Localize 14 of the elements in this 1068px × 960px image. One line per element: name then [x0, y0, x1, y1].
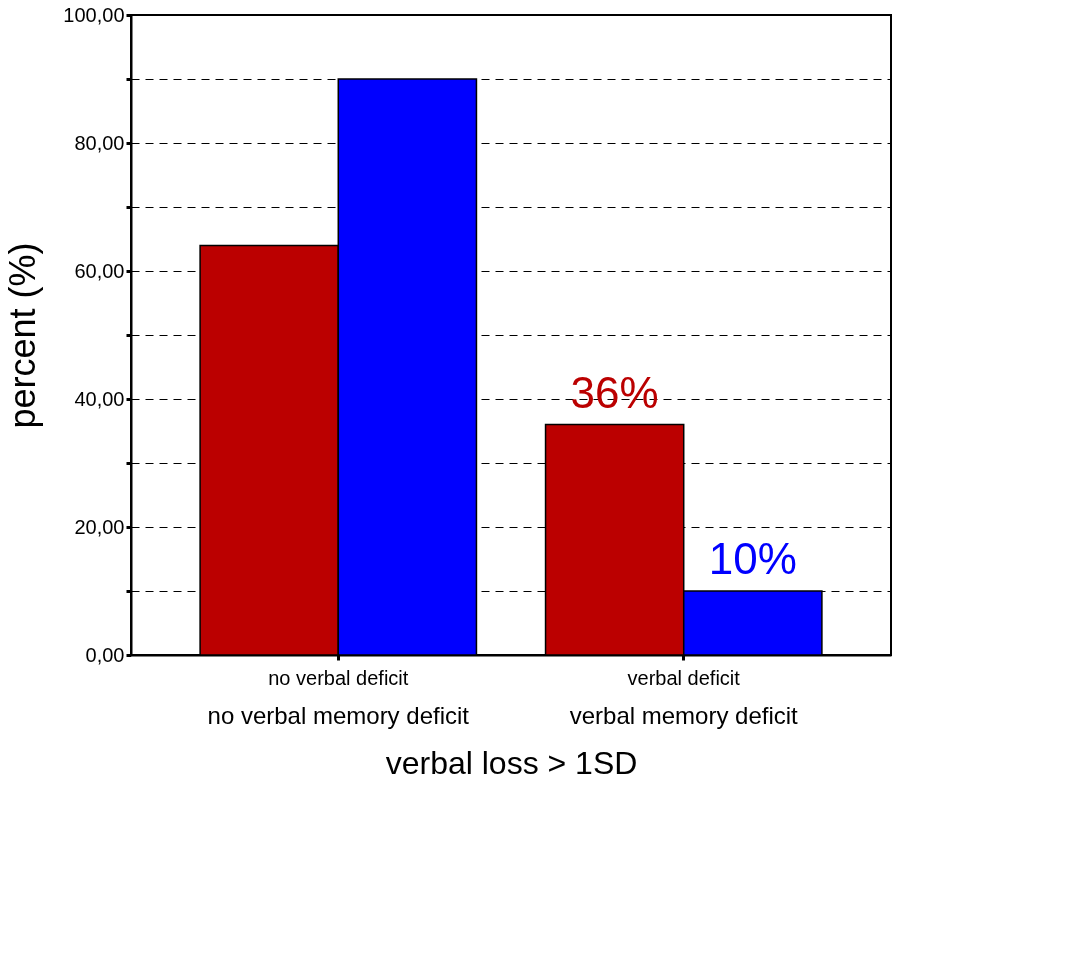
x-axis-title: verbal loss > 1SD [385, 744, 638, 781]
x-tick-label: verbal deficit [627, 666, 741, 689]
data-label: 10% [708, 534, 797, 583]
y-tick-label: 20,00 [74, 515, 125, 538]
x-tick-label: no verbal deficit [268, 666, 409, 689]
y-axis-title: percent (%) [2, 242, 44, 429]
text: verbal memory deficit [569, 702, 799, 729]
y-tick-label: 40,00 [74, 387, 125, 410]
y-tick-label: 0,00 [85, 643, 125, 666]
y-tick-label: 80,00 [74, 131, 125, 154]
y-tick-label: 60,00 [74, 259, 125, 282]
text: no verbal memory deficit [207, 702, 470, 729]
data-label: 36% [570, 367, 659, 417]
y-tick-label: 100,00 [63, 3, 125, 26]
